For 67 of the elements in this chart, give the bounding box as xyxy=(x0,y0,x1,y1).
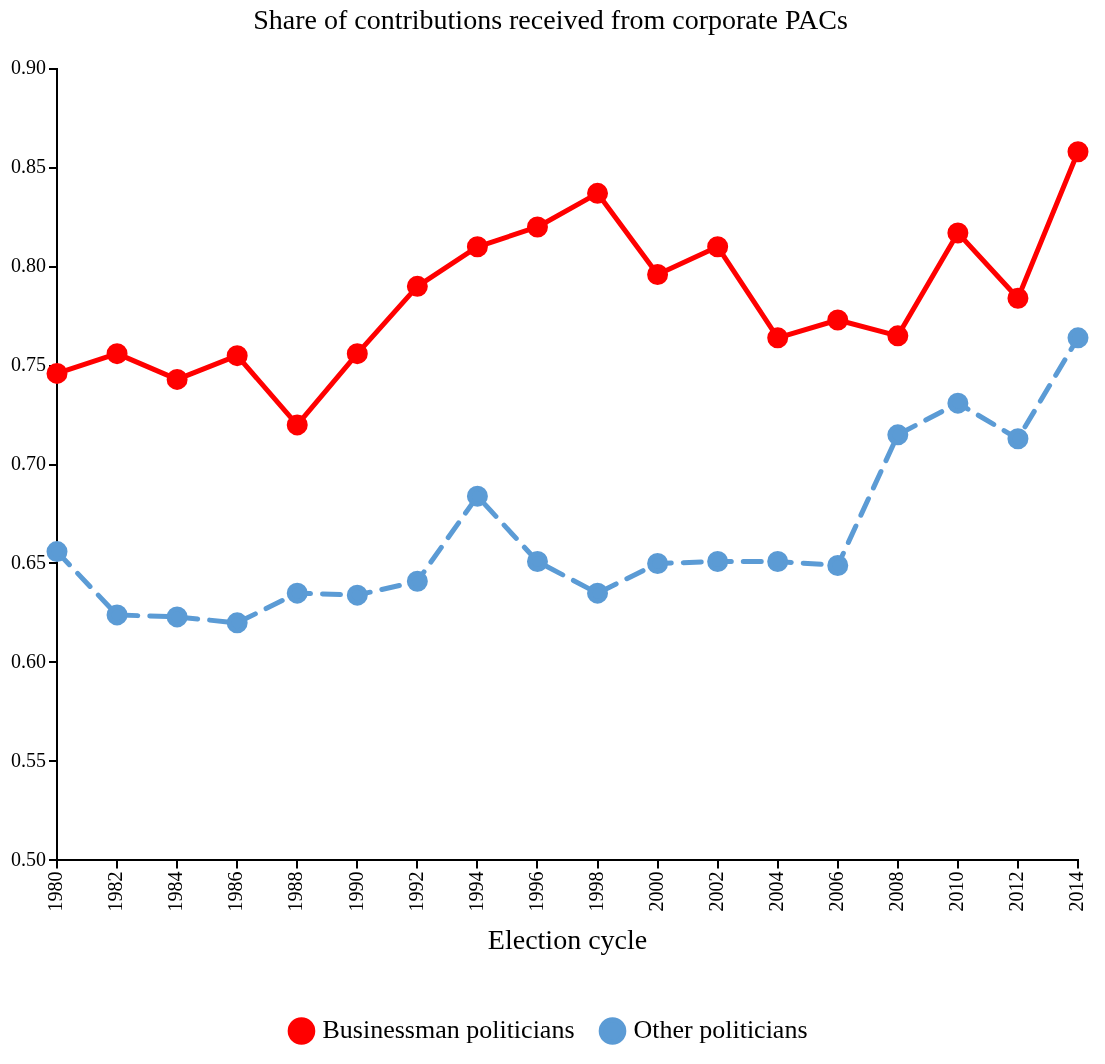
x-tick-label: 2002 xyxy=(704,871,727,912)
y-tick-label: 0.55 xyxy=(11,748,46,771)
y-tick-label: 0.60 xyxy=(11,649,46,672)
x-tick-label: 1984 xyxy=(164,871,187,912)
point xyxy=(46,541,68,563)
point xyxy=(286,414,308,436)
x-tick-label: 2014 xyxy=(1065,871,1088,912)
x-tick-label: 1980 xyxy=(44,871,67,912)
point xyxy=(1007,287,1029,309)
y-tick-label: 0.65 xyxy=(11,550,46,573)
point xyxy=(106,343,128,365)
point xyxy=(707,236,729,258)
y-tick-label: 0.80 xyxy=(11,253,46,276)
point xyxy=(46,362,68,384)
x-tick-label: 1994 xyxy=(464,871,487,912)
chart-title: Share of contributions received from corporate PACs xyxy=(253,4,848,36)
x-tick-label: 1996 xyxy=(524,871,547,912)
point xyxy=(767,551,789,572)
point xyxy=(767,327,789,349)
point xyxy=(947,222,969,244)
y-tick-label: 0.75 xyxy=(11,352,46,375)
x-tick-label: 1992 xyxy=(404,871,427,912)
x-tick-label: 1990 xyxy=(344,871,367,912)
x-axis-title: Election cycle xyxy=(487,923,648,955)
point xyxy=(346,584,368,606)
point xyxy=(1007,428,1029,450)
x-tick-label: 1988 xyxy=(284,871,307,912)
point xyxy=(587,182,609,204)
point xyxy=(526,551,548,572)
x-tick-label: 2012 xyxy=(1005,871,1028,912)
x-tick-label: 1982 xyxy=(104,871,127,912)
point xyxy=(286,582,308,604)
point xyxy=(406,275,428,297)
point xyxy=(406,570,428,592)
point xyxy=(226,612,248,634)
point xyxy=(587,582,609,604)
legend-label: Businessman politicians xyxy=(322,1014,575,1044)
point xyxy=(827,309,849,331)
x-tick-label: 2000 xyxy=(644,871,667,912)
x-tick-label: 2008 xyxy=(885,871,908,912)
point xyxy=(166,606,188,628)
point xyxy=(466,485,488,507)
x-tick-label: 2010 xyxy=(945,871,968,912)
x-tick-label: 2006 xyxy=(825,871,848,912)
point xyxy=(226,345,248,367)
legend-label: Other politicians xyxy=(633,1014,808,1044)
point xyxy=(1067,327,1089,349)
point xyxy=(647,263,669,285)
point xyxy=(647,552,669,574)
point xyxy=(526,216,548,238)
y-tick-label: 0.50 xyxy=(11,847,46,870)
point xyxy=(166,368,188,390)
x-tick-label: 1998 xyxy=(584,871,607,912)
point xyxy=(707,551,729,572)
x-tick-label: 2004 xyxy=(764,871,787,912)
x-tick-label: 1986 xyxy=(224,871,247,912)
point xyxy=(466,236,488,258)
point xyxy=(346,343,368,365)
point xyxy=(106,604,128,626)
point xyxy=(947,392,969,414)
point xyxy=(887,424,909,446)
point xyxy=(887,325,909,347)
point xyxy=(1067,141,1089,163)
y-tick-label: 0.70 xyxy=(11,451,46,474)
y-tick-label: 0.85 xyxy=(11,154,46,177)
point xyxy=(827,554,849,576)
y-tick-label: 0.90 xyxy=(11,55,46,78)
